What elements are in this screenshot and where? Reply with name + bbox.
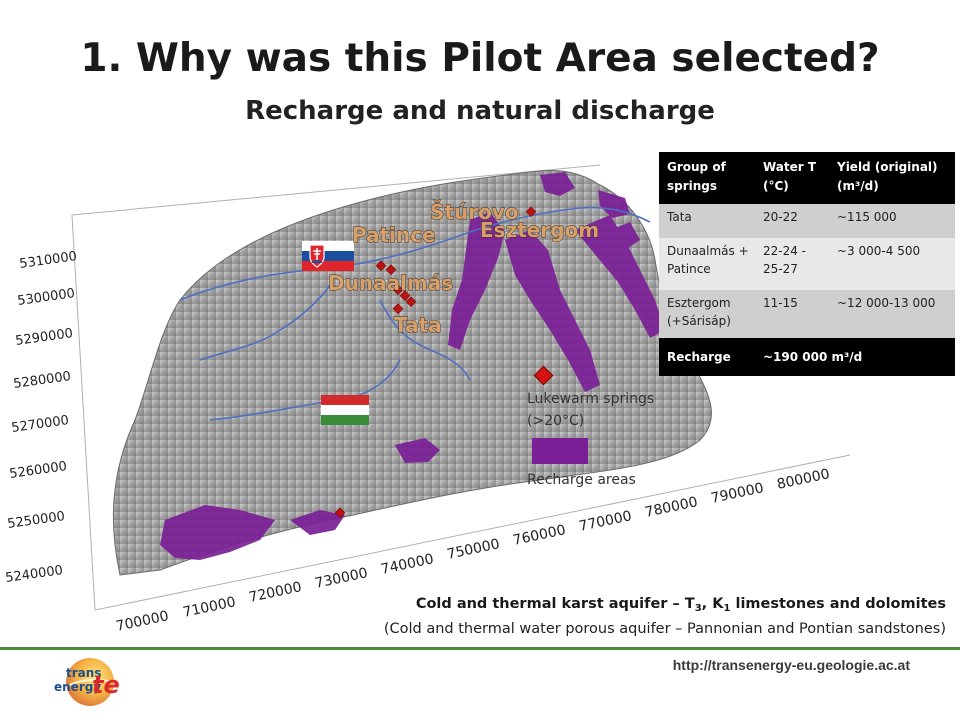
- table-row: Esztergom (+Sárisáp) 11-15 ~12 000-13 00…: [659, 290, 955, 338]
- y-tick: 5290000: [14, 326, 73, 349]
- x-tick: 730000: [314, 565, 370, 592]
- table-recharge-row: Recharge ~190 000 m³/d: [659, 338, 955, 376]
- table-header: Yield (original) (m³/d): [829, 152, 955, 204]
- place-label-sturovo: Štúrovo: [430, 200, 519, 224]
- x-tick: 800000: [776, 466, 832, 493]
- x-tick: 760000: [512, 522, 568, 549]
- page-subtitle: Recharge and natural discharge: [245, 96, 715, 126]
- x-tick: 710000: [182, 594, 238, 621]
- table-cell: Dunaalmás + Patince: [659, 238, 755, 290]
- y-tick: 5300000: [16, 286, 75, 309]
- terrain-surface: [112, 170, 712, 576]
- plot-box-lines: [71, 164, 851, 611]
- y-tick: 5240000: [4, 563, 63, 586]
- x-tick: 720000: [248, 579, 304, 606]
- flag-slovakia-icon: [302, 241, 354, 271]
- table-row: Dunaalmás + Patince 22-24 - 25-27 ~3 000…: [659, 238, 955, 290]
- recharge-label: Recharge: [659, 338, 755, 376]
- caption-karst-aquifer: Cold and thermal karst aquifer – T3, K1 …: [416, 596, 946, 614]
- page-title: 1. Why was this Pilot Area selected?: [80, 36, 880, 81]
- caption-text: , K: [701, 596, 724, 612]
- table-cell: ~3 000-4 500: [829, 238, 955, 290]
- table-cell: 11-15: [755, 290, 829, 338]
- table-cell: Esztergom (+Sárisáp): [659, 290, 755, 338]
- logo-mark: te: [92, 671, 120, 699]
- table-cell: Tata: [659, 204, 755, 238]
- caption-subscript: 3: [694, 603, 702, 614]
- x-tick: 740000: [380, 551, 436, 578]
- caption-porous-aquifer: (Cold and thermal water porous aquifer –…: [383, 621, 946, 637]
- table-cell: ~12 000-13 000: [829, 290, 955, 338]
- flag-hungary-icon: [321, 395, 369, 425]
- place-labels: Štúrovo Patince Esztergom Dunaalmás Tata: [328, 200, 600, 338]
- y-tick: 5260000: [8, 459, 67, 482]
- legend-springs: Lukewarm springs (>20°C): [527, 388, 654, 432]
- logo-text-energy: energy: [54, 680, 102, 694]
- table-header: Group of springs: [659, 152, 755, 204]
- legend-recharge-symbol: [532, 438, 588, 464]
- table-cell: ~115 000: [829, 204, 955, 238]
- x-tick: 790000: [710, 480, 766, 507]
- legend-recharge: Recharge areas: [527, 472, 636, 488]
- y-tick: 5250000: [6, 509, 65, 532]
- table-cell: 22-24 - 25-27: [755, 238, 829, 290]
- logo-text-trans: trans: [66, 666, 102, 680]
- x-tick: 770000: [578, 508, 634, 535]
- y-axis-ticks: 5310000 5300000 5290000 5280000 5270000 …: [4, 249, 77, 586]
- y-tick: 5280000: [12, 369, 71, 392]
- place-label-patince: Patince: [352, 223, 436, 247]
- x-tick: 780000: [644, 494, 700, 521]
- caption-subscript: 1: [723, 603, 731, 614]
- place-label-tata: Tata: [394, 313, 442, 337]
- x-tick: 750000: [446, 536, 502, 563]
- caption-text: Cold and thermal karst aquifer – T: [415, 596, 695, 612]
- transenergy-logo-icon: [66, 658, 115, 706]
- table-header-row: Group of springs Water T (°C) Yield (ori…: [659, 152, 955, 204]
- footer-url: http://transenergy-eu.geologie.ac.at: [672, 657, 910, 673]
- table-header: Water T (°C): [755, 152, 829, 204]
- caption-text: limestones and dolomites: [730, 596, 946, 612]
- legend-springs-line2: (>20°C): [527, 413, 585, 429]
- legend-spring-symbol: [533, 365, 554, 386]
- y-tick: 5310000: [18, 249, 77, 272]
- legend-springs-line1: Lukewarm springs: [527, 391, 655, 407]
- table-row: Tata 20-22 ~115 000: [659, 204, 955, 238]
- terrain-map: Štúrovo Patince Esztergom Dunaalmás Tata…: [4, 164, 851, 635]
- recharge-value: ~190 000 m³/d: [755, 338, 955, 376]
- y-tick: 5270000: [10, 413, 69, 436]
- place-label-dunaalmas: Dunaalmás: [328, 271, 453, 295]
- place-label-esztergom: Esztergom: [480, 218, 599, 242]
- table-cell: 20-22: [755, 204, 829, 238]
- x-tick: 700000: [115, 608, 171, 635]
- footer-divider: [0, 647, 960, 650]
- spring-markers: [334, 206, 537, 519]
- springs-table: Group of springs Water T (°C) Yield (ori…: [659, 152, 955, 376]
